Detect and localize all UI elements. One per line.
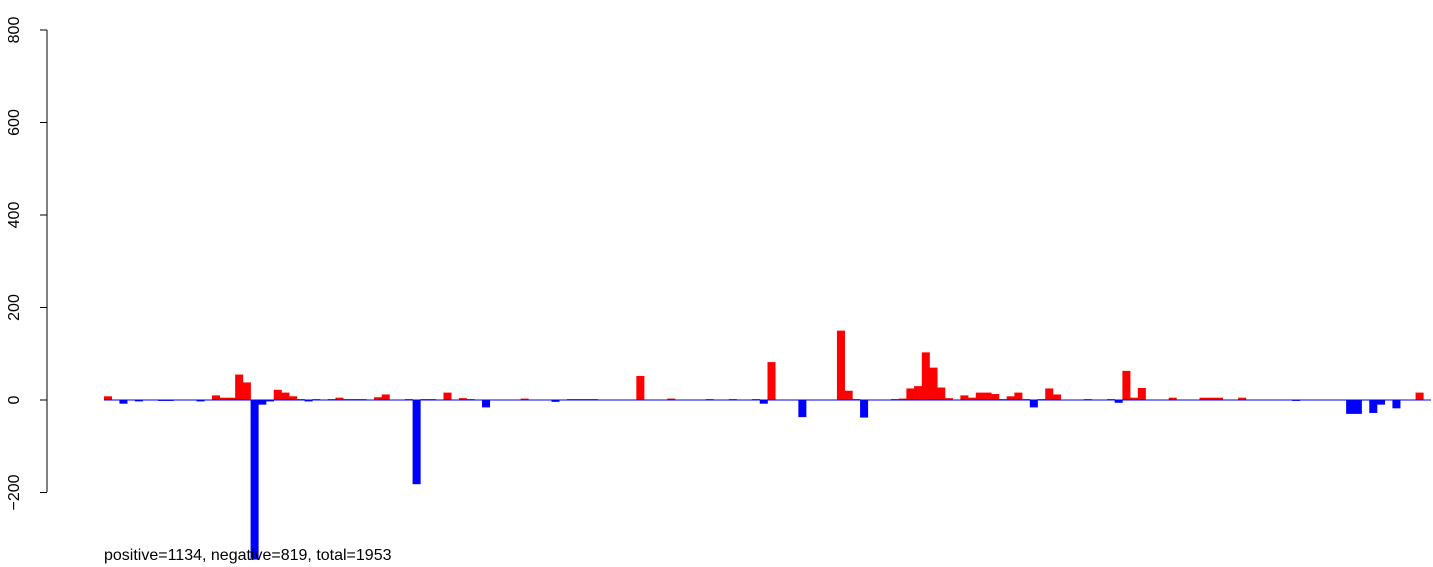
bar-negative: [250, 400, 259, 560]
y-tick-label: 400: [6, 202, 23, 229]
bar-positive: [975, 392, 984, 400]
bar-positive: [273, 389, 282, 400]
bar-positive: [921, 352, 930, 400]
bar-negative: [482, 400, 491, 408]
bar-positive: [1415, 392, 1424, 400]
bar-negative: [119, 400, 128, 404]
bar-positive: [281, 392, 290, 400]
bar-positive: [836, 330, 845, 401]
bar-positive: [443, 392, 452, 400]
bar-negative: [196, 400, 205, 402]
y-tick-label: 800: [6, 17, 23, 44]
bar-positive: [944, 398, 953, 400]
bar-positive: [991, 393, 1000, 400]
bar-positive: [1130, 397, 1139, 400]
bar-negative: [266, 400, 275, 402]
bar-positive: [968, 397, 977, 400]
bar-negative: [412, 400, 421, 485]
bar-positive: [289, 396, 298, 400]
bar-negative: [304, 400, 313, 402]
bar-positive: [520, 398, 529, 400]
bar-negative: [860, 400, 869, 418]
bar-positive: [898, 398, 907, 400]
bar-positive: [1207, 397, 1216, 400]
bar-positive: [983, 392, 992, 400]
bar-positive: [937, 387, 946, 400]
bar-negative: [1392, 400, 1401, 409]
bar-positive: [906, 388, 915, 400]
bar-positive: [636, 375, 645, 400]
bar-positive: [104, 396, 113, 400]
bars: [104, 330, 1424, 560]
bar-positive: [1137, 387, 1146, 400]
bar-positive: [227, 397, 236, 400]
bar-positive: [212, 395, 221, 401]
bar-positive: [1006, 396, 1015, 400]
bar-positive: [1052, 394, 1061, 400]
bar-negative: [759, 400, 768, 404]
bar-positive: [235, 374, 244, 400]
bar-positive: [374, 397, 383, 400]
bar-negative: [1114, 400, 1123, 403]
bar-positive: [667, 398, 676, 400]
y-ticks: −200 0 200 400 600 800: [6, 17, 47, 511]
bar-positive: [960, 395, 969, 401]
bar-negative: [134, 400, 143, 402]
bar-positive: [1199, 397, 1208, 400]
y-tick-label: 600: [6, 109, 23, 136]
bar-negative: [1376, 400, 1386, 405]
bar-positive: [1045, 388, 1054, 400]
bar-negative: [798, 400, 807, 418]
bar-negative: [1346, 400, 1355, 414]
bar-positive: [914, 386, 923, 401]
bar-positive: [1168, 397, 1177, 400]
bar-positive: [242, 382, 251, 400]
bar-positive: [844, 390, 853, 400]
y-tick-label: 200: [6, 294, 23, 321]
y-tick-label: 0: [6, 395, 23, 404]
bar-positive: [381, 394, 390, 400]
bar-positive: [1214, 397, 1223, 400]
bar-negative: [1029, 400, 1038, 408]
bar-positive: [335, 397, 344, 400]
bar-positive: [1014, 392, 1023, 400]
bar-positive: [1238, 397, 1247, 400]
bar-negative: [1369, 400, 1378, 413]
bar-positive: [458, 398, 467, 400]
y-axis: −200 0 200 400 600 800: [6, 17, 48, 511]
y-tick-label: −200: [6, 474, 23, 510]
bar-negative: [258, 400, 267, 405]
bar-negative: [1353, 400, 1362, 414]
summary-caption: positive=1134, negative=819, total=1953: [104, 547, 392, 564]
bar-negative: [551, 400, 560, 402]
bar-positive: [929, 367, 938, 401]
bar-positive: [1122, 370, 1131, 400]
bar-positive: [219, 397, 228, 400]
bar-positive: [767, 362, 776, 400]
